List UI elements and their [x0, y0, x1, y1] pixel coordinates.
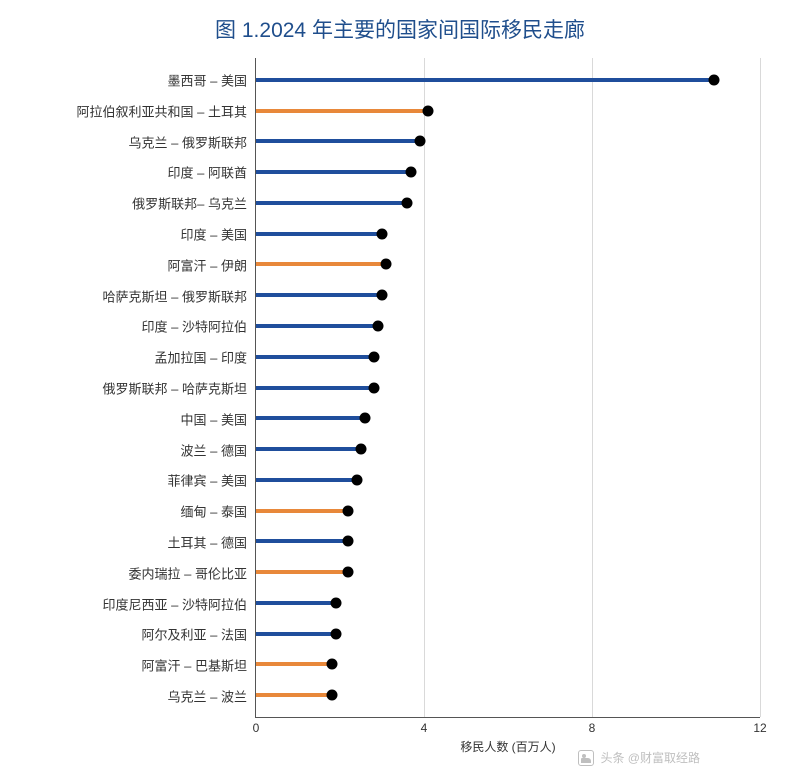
lollipop-dot [368, 351, 379, 362]
y-tick-label: 中国 – 美国 [27, 409, 247, 428]
lollipop-dot [414, 136, 425, 147]
plot-area: 移民人数 (百万人) 04812 [255, 58, 760, 718]
y-tick-label: 土耳其 – 德国 [27, 533, 247, 552]
page: 图 1.2024 年主要的国家间国际移民走廊 墨西哥 – 美国阿拉伯叙利亚共和国… [0, 0, 800, 782]
y-tick-label: 乌克兰 – 俄罗斯联邦 [27, 132, 247, 151]
lollipop-stem [256, 570, 348, 574]
plot: 墨西哥 – 美国阿拉伯叙利亚共和国 – 土耳其乌克兰 – 俄罗斯联邦印度 – 阿… [30, 58, 770, 718]
lollipop-stem [256, 601, 336, 605]
lollipop-dot [343, 567, 354, 578]
lollipop-dot [377, 228, 388, 239]
grid-line [424, 58, 425, 717]
lollipop-dot [326, 659, 337, 670]
lollipop-stem [256, 478, 357, 482]
x-tick: 8 [589, 717, 596, 735]
lollipop-dot [330, 628, 341, 639]
y-tick-label: 阿拉伯叙利亚共和国 – 土耳其 [27, 101, 247, 120]
lollipop-stem [256, 355, 374, 359]
y-tick-label: 委内瑞拉 – 哥伦比亚 [27, 563, 247, 582]
lollipop-stem [256, 262, 386, 266]
lollipop-stem [256, 386, 374, 390]
x-axis-label: 移民人数 (百万人) [460, 738, 555, 755]
lollipop-stem [256, 447, 361, 451]
lollipop-dot [356, 444, 367, 455]
lollipop-dot [368, 382, 379, 393]
lollipop-stem [256, 109, 428, 113]
y-tick-label: 阿富汗 – 伊朗 [27, 255, 247, 274]
chart-title: 图 1.2024 年主要的国家间国际移民走廊 [30, 14, 770, 44]
chart-container: 图 1.2024 年主要的国家间国际移民走廊 墨西哥 – 美国阿拉伯叙利亚共和国… [30, 10, 770, 742]
lollipop-stem [256, 78, 714, 82]
lollipop-dot [326, 690, 337, 701]
lollipop-stem [256, 324, 378, 328]
lollipop-stem [256, 293, 382, 297]
x-tick: 0 [253, 717, 260, 735]
lollipop-dot [343, 536, 354, 547]
lollipop-dot [381, 259, 392, 270]
lollipop-dot [330, 597, 341, 608]
watermark: 头条 @财富取经路 [578, 749, 700, 766]
lollipop-dot [708, 74, 719, 85]
y-tick-label: 孟加拉国 – 印度 [27, 348, 247, 367]
lollipop-dot [372, 320, 383, 331]
lollipop-stem [256, 632, 336, 636]
y-tick-label: 菲律宾 – 美国 [27, 471, 247, 490]
y-tick-label: 印度 – 沙特阿拉伯 [27, 317, 247, 336]
y-tick-label: 阿尔及利亚 – 法国 [27, 625, 247, 644]
y-tick-label: 墨西哥 – 美国 [27, 71, 247, 90]
lollipop-stem [256, 693, 332, 697]
lollipop-stem [256, 170, 411, 174]
lollipop-dot [377, 290, 388, 301]
y-tick-label: 波兰 – 德国 [27, 440, 247, 459]
y-tick-label: 缅甸 – 泰国 [27, 502, 247, 521]
lollipop-stem [256, 539, 348, 543]
lollipop-dot [406, 167, 417, 178]
watermark-icon [578, 750, 594, 766]
lollipop-stem [256, 232, 382, 236]
lollipop-dot [343, 505, 354, 516]
x-tick: 4 [421, 717, 428, 735]
x-tick: 12 [753, 717, 766, 735]
y-tick-label: 印度 – 阿联酋 [27, 163, 247, 182]
lollipop-stem [256, 139, 420, 143]
y-axis-labels: 墨西哥 – 美国阿拉伯叙利亚共和国 – 土耳其乌克兰 – 俄罗斯联邦印度 – 阿… [30, 58, 255, 718]
lollipop-stem [256, 201, 407, 205]
y-tick-label: 阿富汗 – 巴基斯坦 [27, 656, 247, 675]
y-tick-label: 印度尼西亚 – 沙特阿拉伯 [27, 594, 247, 613]
lollipop-dot [423, 105, 434, 116]
lollipop-dot [402, 197, 413, 208]
grid-line [760, 58, 761, 717]
lollipop-dot [360, 413, 371, 424]
y-tick-label: 俄罗斯联邦 – 哈萨克斯坦 [27, 379, 247, 398]
lollipop-stem [256, 509, 348, 513]
watermark-text: 头条 @财富取经路 [600, 749, 700, 766]
y-tick-label: 乌克兰 – 波兰 [27, 687, 247, 706]
y-tick-label: 印度 – 美国 [27, 225, 247, 244]
y-tick-label: 哈萨克斯坦 – 俄罗斯联邦 [27, 286, 247, 305]
y-tick-label: 俄罗斯联邦– 乌克兰 [27, 194, 247, 213]
lollipop-stem [256, 662, 332, 666]
lollipop-stem [256, 416, 365, 420]
grid-line [592, 58, 593, 717]
lollipop-dot [351, 474, 362, 485]
